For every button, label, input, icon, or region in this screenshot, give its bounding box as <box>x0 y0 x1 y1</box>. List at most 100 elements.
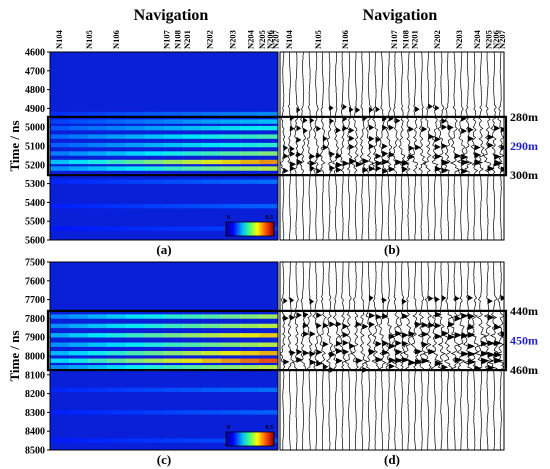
heatmap-band-1 <box>145 119 165 124</box>
trace-peak-fill <box>474 159 484 166</box>
trace-peak-fill <box>401 356 410 363</box>
heatmap-band-10 <box>107 226 127 231</box>
heatmap-band-0 <box>69 111 89 117</box>
heatmap-band-0 <box>88 314 108 319</box>
heatmap-band-8 <box>88 410 108 415</box>
heatmap-band-0 <box>126 314 146 319</box>
trace-peak-fill <box>461 312 469 319</box>
heatmap-band-9 <box>69 438 89 443</box>
heatmap-band-7 <box>221 387 241 393</box>
heatmap-bands <box>50 314 278 443</box>
seismic-trace <box>390 262 400 450</box>
heatmap-band-0 <box>259 314 278 319</box>
trace-peak-fill <box>461 168 469 175</box>
heatmap-band-2 <box>259 125 278 131</box>
trace-peak-fill <box>283 167 289 174</box>
heatmap-band-3 <box>50 134 70 139</box>
heatmap-band-7 <box>240 166 260 171</box>
heatmap-band-6 <box>69 365 89 370</box>
heatmap-band-1 <box>107 119 127 124</box>
trace-peak-fill <box>454 356 464 363</box>
heatmap-band-6 <box>107 159 127 165</box>
heatmap-band-2 <box>126 333 146 338</box>
heatmap-band-2 <box>69 333 89 338</box>
trace-peak-fill <box>355 357 363 364</box>
seismic-trace <box>345 262 353 450</box>
heatmap-band-6 <box>145 159 165 165</box>
heatmap-band-4 <box>221 142 241 148</box>
y-tick-label: 5400 <box>25 198 45 209</box>
heatmap-band-8 <box>88 179 108 184</box>
trace-peak-fill <box>494 125 501 132</box>
trace-peak-fill <box>316 167 322 174</box>
trace-peak-fill <box>368 312 376 319</box>
trace-peak-fill <box>408 330 416 337</box>
trace-peak-fill <box>329 117 335 124</box>
heatmap-band-5 <box>259 151 278 156</box>
seismic-trace <box>403 262 414 450</box>
trace-peak-fill <box>283 153 289 160</box>
seismic-trace <box>410 262 421 450</box>
heatmap-band-10 <box>50 226 70 231</box>
trace-peak-fill <box>375 165 382 172</box>
colorbar-a-gradient <box>225 221 275 237</box>
heatmap-band-9 <box>259 203 278 209</box>
heatmap-band-2 <box>88 125 108 131</box>
heatmap-band-5 <box>126 358 146 363</box>
heatmap-band-5 <box>145 358 165 363</box>
seismic-trace <box>319 262 327 450</box>
y-tick-label: 8100 <box>25 370 45 381</box>
seismic-trace <box>346 52 353 240</box>
trace-peak-fill <box>428 348 436 355</box>
heatmap-band-7 <box>259 166 278 171</box>
heatmap-band-9 <box>107 203 127 209</box>
trace-peak-fill <box>322 341 329 348</box>
trace-peak-fill <box>500 166 504 173</box>
station-label-N108: N108 <box>400 30 410 49</box>
heatmap-band-5 <box>183 358 203 363</box>
heatmap-band-6 <box>221 365 241 370</box>
trace-peak-fill <box>289 165 296 172</box>
seismic-trace <box>436 262 446 450</box>
heatmap-band-5 <box>88 358 108 363</box>
trace-peak-fill <box>428 103 433 110</box>
station-label-N202: N202 <box>205 30 215 49</box>
trace-peak-fill <box>434 144 441 151</box>
trace-peak-fill <box>461 332 469 339</box>
trace-peak-fill <box>289 314 296 321</box>
y-tick-label: 5500 <box>25 217 45 228</box>
heatmap-band-4 <box>88 142 108 148</box>
heatmap-band-2 <box>240 333 260 338</box>
trace-peak-fill <box>289 161 297 168</box>
trace-peak-fill <box>362 167 369 174</box>
seismic-trace <box>449 52 459 240</box>
heatmap-band-6 <box>259 365 278 370</box>
heatmap-band-9 <box>69 203 89 209</box>
heatmap-band-4 <box>202 142 222 148</box>
heatmap-band-3 <box>88 342 108 347</box>
trace-peak-fill <box>474 152 482 159</box>
trace-peak-fill <box>415 144 421 151</box>
heatmap-band-1 <box>259 119 278 124</box>
trace-peak-fill <box>480 350 490 357</box>
trace-peak-fill <box>296 136 302 143</box>
trace-peak-fill <box>336 357 343 364</box>
heatmap-band-1 <box>183 323 203 329</box>
trace-peak-fill <box>296 106 301 113</box>
heatmap-band-2 <box>183 333 203 338</box>
heatmap-band-4 <box>145 350 165 356</box>
seismic-trace <box>443 262 453 450</box>
heatmap-band-1 <box>259 323 278 329</box>
heatmap-band-3 <box>50 342 70 347</box>
trace-peak-fill <box>342 339 349 346</box>
heatmap-band-8 <box>202 410 222 415</box>
trace-peak-fill <box>283 315 289 322</box>
wiggle-panel-d: 440m 450m 460m <box>46 261 538 451</box>
colorbar-c-min: 0 <box>227 425 230 431</box>
trace-peak-fill <box>448 334 456 341</box>
seismic-trace <box>398 52 407 240</box>
heatmap-band-0 <box>202 111 222 117</box>
heatmap-band-0 <box>240 314 260 319</box>
heatmap-band-3 <box>202 134 222 139</box>
